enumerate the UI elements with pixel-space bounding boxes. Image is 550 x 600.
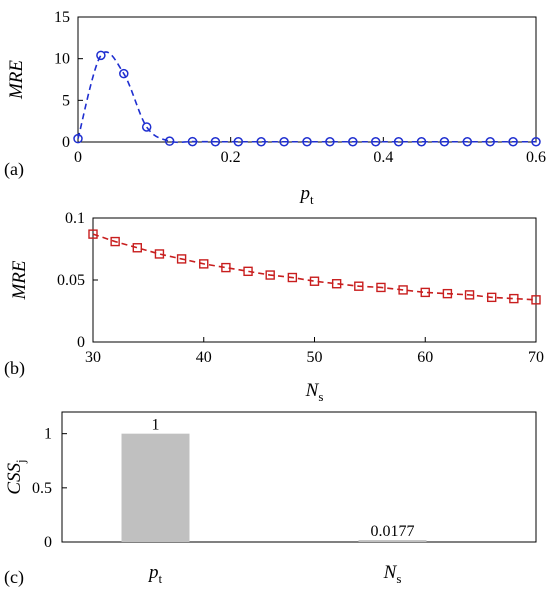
data-point: [442, 288, 453, 299]
panel-label: (c): [4, 567, 24, 588]
data-point: [96, 50, 106, 61]
x-axis-label: Ns: [305, 380, 324, 404]
x-tick-label: 0: [74, 149, 82, 166]
y-tick-label: 0.5: [32, 480, 52, 497]
data-point: [509, 293, 519, 304]
x-tick-label: 60: [417, 349, 433, 366]
data-point: [325, 137, 335, 147]
bar: [121, 433, 190, 542]
category-label: Ns: [383, 562, 402, 586]
data-point: [141, 122, 152, 132]
data-point: [132, 243, 143, 253]
plot-frame: [61, 411, 537, 543]
y-tick-label: 10: [54, 51, 70, 68]
data-point: [187, 136, 198, 147]
y-axis-label: MRE: [6, 60, 27, 100]
x-axis-label: pt: [298, 183, 314, 207]
data-point: [164, 136, 175, 146]
y-tick-label: 15: [54, 9, 70, 26]
data-point: [464, 290, 475, 300]
data-point: [243, 266, 253, 277]
data-point: [393, 137, 404, 147]
y-tick-label: 0.05: [57, 272, 85, 289]
y-axis-label: CSSj: [4, 459, 28, 494]
series-line: [92, 233, 537, 301]
x-tick-label: 50: [307, 349, 323, 366]
y-tick-label: 1: [44, 426, 52, 443]
data-point: [370, 137, 381, 147]
category-label: pt: [147, 562, 163, 586]
y-tick-label: 0: [77, 334, 85, 351]
panel-label: (b): [4, 358, 25, 379]
data-point: [233, 137, 244, 147]
data-point: [531, 137, 541, 147]
data-point: [439, 137, 450, 147]
y-tick-label: 0: [62, 134, 70, 151]
series-line: [77, 51, 536, 144]
data-point: [487, 292, 497, 303]
bar-value-label: 1: [152, 417, 160, 434]
data-point: [348, 137, 358, 147]
x-tick-label: 70: [528, 349, 544, 366]
x-tick-label: 30: [85, 349, 101, 366]
data-point: [485, 137, 495, 147]
data-point: [508, 137, 518, 147]
data-point: [309, 276, 320, 286]
x-tick-label: 0.2: [221, 149, 241, 166]
x-tick-label: 40: [196, 349, 212, 366]
data-point: [279, 137, 289, 147]
data-point: [287, 272, 298, 283]
data-point: [210, 137, 221, 147]
data-point: [420, 287, 430, 298]
data-point: [376, 282, 386, 293]
plot-frame: [92, 217, 537, 343]
y-axis-label: MRE: [9, 260, 30, 300]
panel-label: (a): [4, 159, 24, 180]
data-point: [176, 254, 187, 264]
data-point: [354, 281, 364, 291]
data-point: [110, 236, 120, 247]
data-point: [265, 270, 275, 280]
data-point: [331, 279, 342, 289]
y-tick-label: 0: [44, 534, 52, 551]
data-point: [88, 229, 98, 239]
panel-b-mre-vs-ns: 0 0.05 0.1 30 40 50 60 70 MRE Ns (b): [4, 210, 544, 404]
data-point: [531, 295, 541, 305]
y-tick-label: 0.1: [65, 210, 85, 227]
data-point: [256, 137, 266, 147]
data-point: [199, 259, 209, 269]
data-point: [416, 137, 427, 147]
data-point: [398, 285, 408, 295]
bar: [358, 540, 427, 542]
data-point: [302, 137, 312, 147]
data-point: [221, 262, 231, 273]
y-tick-label: 5: [62, 92, 70, 109]
data-point: [154, 249, 165, 259]
panel-a-mre-vs-pt: 0 5 10 15 0 0.2 0.4 0.6 MRE pt (a): [4, 9, 546, 207]
x-tick-label: 0.6: [526, 149, 546, 166]
data-point: [119, 68, 129, 79]
data-point: [73, 133, 83, 144]
panel-c-css-bar-chart: 0 0.5 1 CSSj (c) 1 pt 0.0177 Ns: [4, 411, 537, 588]
data-point: [462, 137, 473, 147]
bar-value-label: 0.0177: [371, 523, 415, 540]
x-tick-label: 0.4: [373, 149, 393, 166]
